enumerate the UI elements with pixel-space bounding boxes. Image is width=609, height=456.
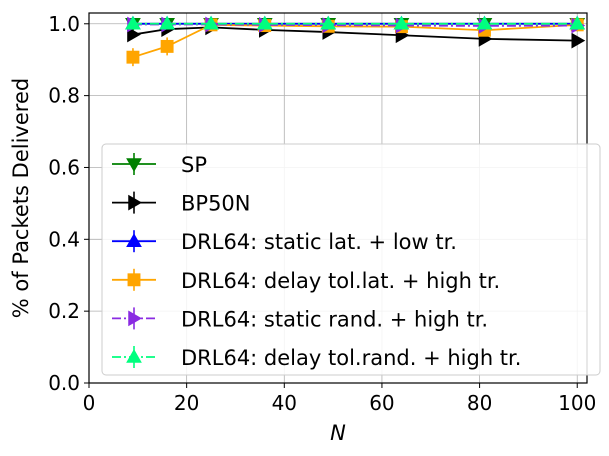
legend-marker	[126, 348, 142, 363]
legend-label: DRL64: static lat. + low tr.	[181, 230, 457, 254]
data-point	[203, 15, 219, 30]
data-point	[127, 26, 141, 43]
legend-marker	[128, 310, 143, 327]
legend-marker	[127, 273, 141, 287]
data-point	[569, 15, 586, 30]
legend-marker	[128, 194, 143, 211]
legend-label: DRL64: delay tol.lat. + high tr.	[181, 269, 500, 293]
y-axis-label: % of Packets Delivered	[9, 78, 33, 318]
data-point	[159, 15, 175, 30]
legend-marker	[126, 233, 142, 247]
y-tick-label: 0.2	[48, 299, 80, 323]
x-tick-label: 40	[272, 391, 297, 415]
legend-entry: DRL64: static lat. + low tr.	[112, 230, 457, 254]
legend-label: BP50N	[181, 192, 251, 216]
legend-label: DRL64: static rand. + high tr.	[181, 307, 488, 331]
data-point	[125, 15, 141, 30]
x-tick-label: 20	[174, 391, 199, 415]
legend-box	[101, 143, 601, 376]
legend-entry: BP50N	[112, 191, 251, 216]
x-tick-label: 100	[558, 391, 596, 415]
x-tick-label: 0	[83, 391, 96, 415]
x-axis-label: N	[330, 421, 346, 445]
legend-entry: DRL64: static rand. + high tr.	[112, 307, 488, 331]
plot-series	[125, 15, 586, 67]
data-point	[256, 15, 273, 30]
series-4	[127, 16, 586, 34]
legend-entry: DRL64: delay tol.lat. + high tr.	[112, 268, 500, 293]
series-line	[132, 23, 578, 27]
y-tick-label: 0.0	[48, 371, 80, 395]
legend-label: DRL64: delay tol.rand. + high tr.	[181, 346, 521, 370]
series-line	[132, 23, 578, 59]
legend-entry: DRL64: delay tol.rand. + high tr.	[112, 346, 521, 370]
legend-marker	[126, 158, 142, 173]
y-tick-label: 1.0	[48, 12, 80, 36]
legend-entry: SP	[112, 153, 207, 177]
data-point	[126, 50, 140, 64]
data-point	[320, 15, 337, 30]
data-point	[476, 15, 493, 30]
y-tick-label: 0.6	[48, 155, 80, 179]
y-tick-label: 0.4	[48, 227, 80, 251]
x-tick-label: 60	[369, 391, 394, 415]
series-5	[125, 15, 586, 30]
data-point	[571, 32, 586, 49]
data-point	[393, 15, 410, 30]
axis-ticks: 0 20 40 60 80 100 0.0 0.2 0.4 0.6 0.8 1.0	[48, 12, 596, 415]
x-tick-label: 80	[467, 391, 492, 415]
legend-label: SP	[181, 153, 207, 177]
data-point	[160, 39, 174, 53]
y-tick-label: 0.8	[48, 84, 80, 108]
legend: SP BP50N DRL64: static lat. + low tr. DRL64…	[101, 143, 601, 376]
